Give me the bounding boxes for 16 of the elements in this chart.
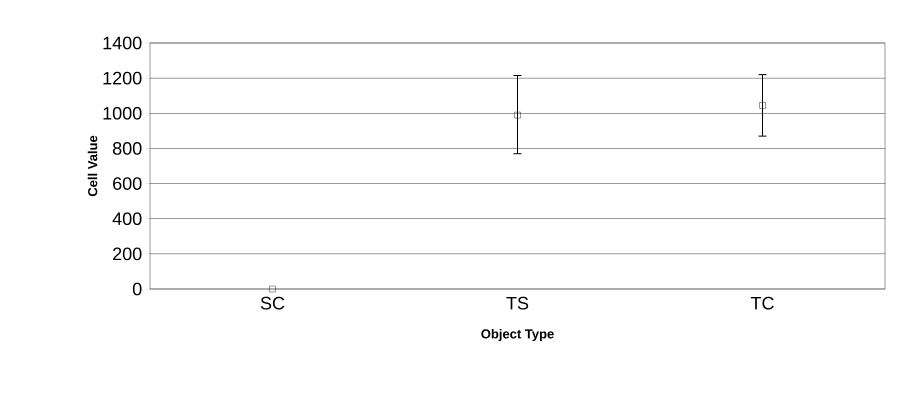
- x-tick-label: SC: [260, 296, 284, 310]
- y-tick-label: 1400: [104, 36, 142, 50]
- y-tick-label: 800: [112, 142, 142, 155]
- y-tick-label: 600: [113, 177, 142, 190]
- point: [514, 112, 521, 118]
- y-tick-label: 200: [113, 247, 142, 260]
- y-tick-label: 400: [112, 212, 142, 226]
- y-tick-label: 1200: [104, 72, 142, 85]
- y-tick-label: 1000: [104, 106, 142, 120]
- x-axis-title: Object Type: [481, 328, 554, 342]
- point: [269, 286, 276, 292]
- point: [759, 102, 766, 109]
- x-tick-label: TC: [750, 296, 774, 310]
- x-tick-label: TS: [506, 296, 528, 310]
- y-axis-title: Cell Value: [88, 136, 98, 196]
- y-tick-label: 0: [132, 282, 142, 296]
